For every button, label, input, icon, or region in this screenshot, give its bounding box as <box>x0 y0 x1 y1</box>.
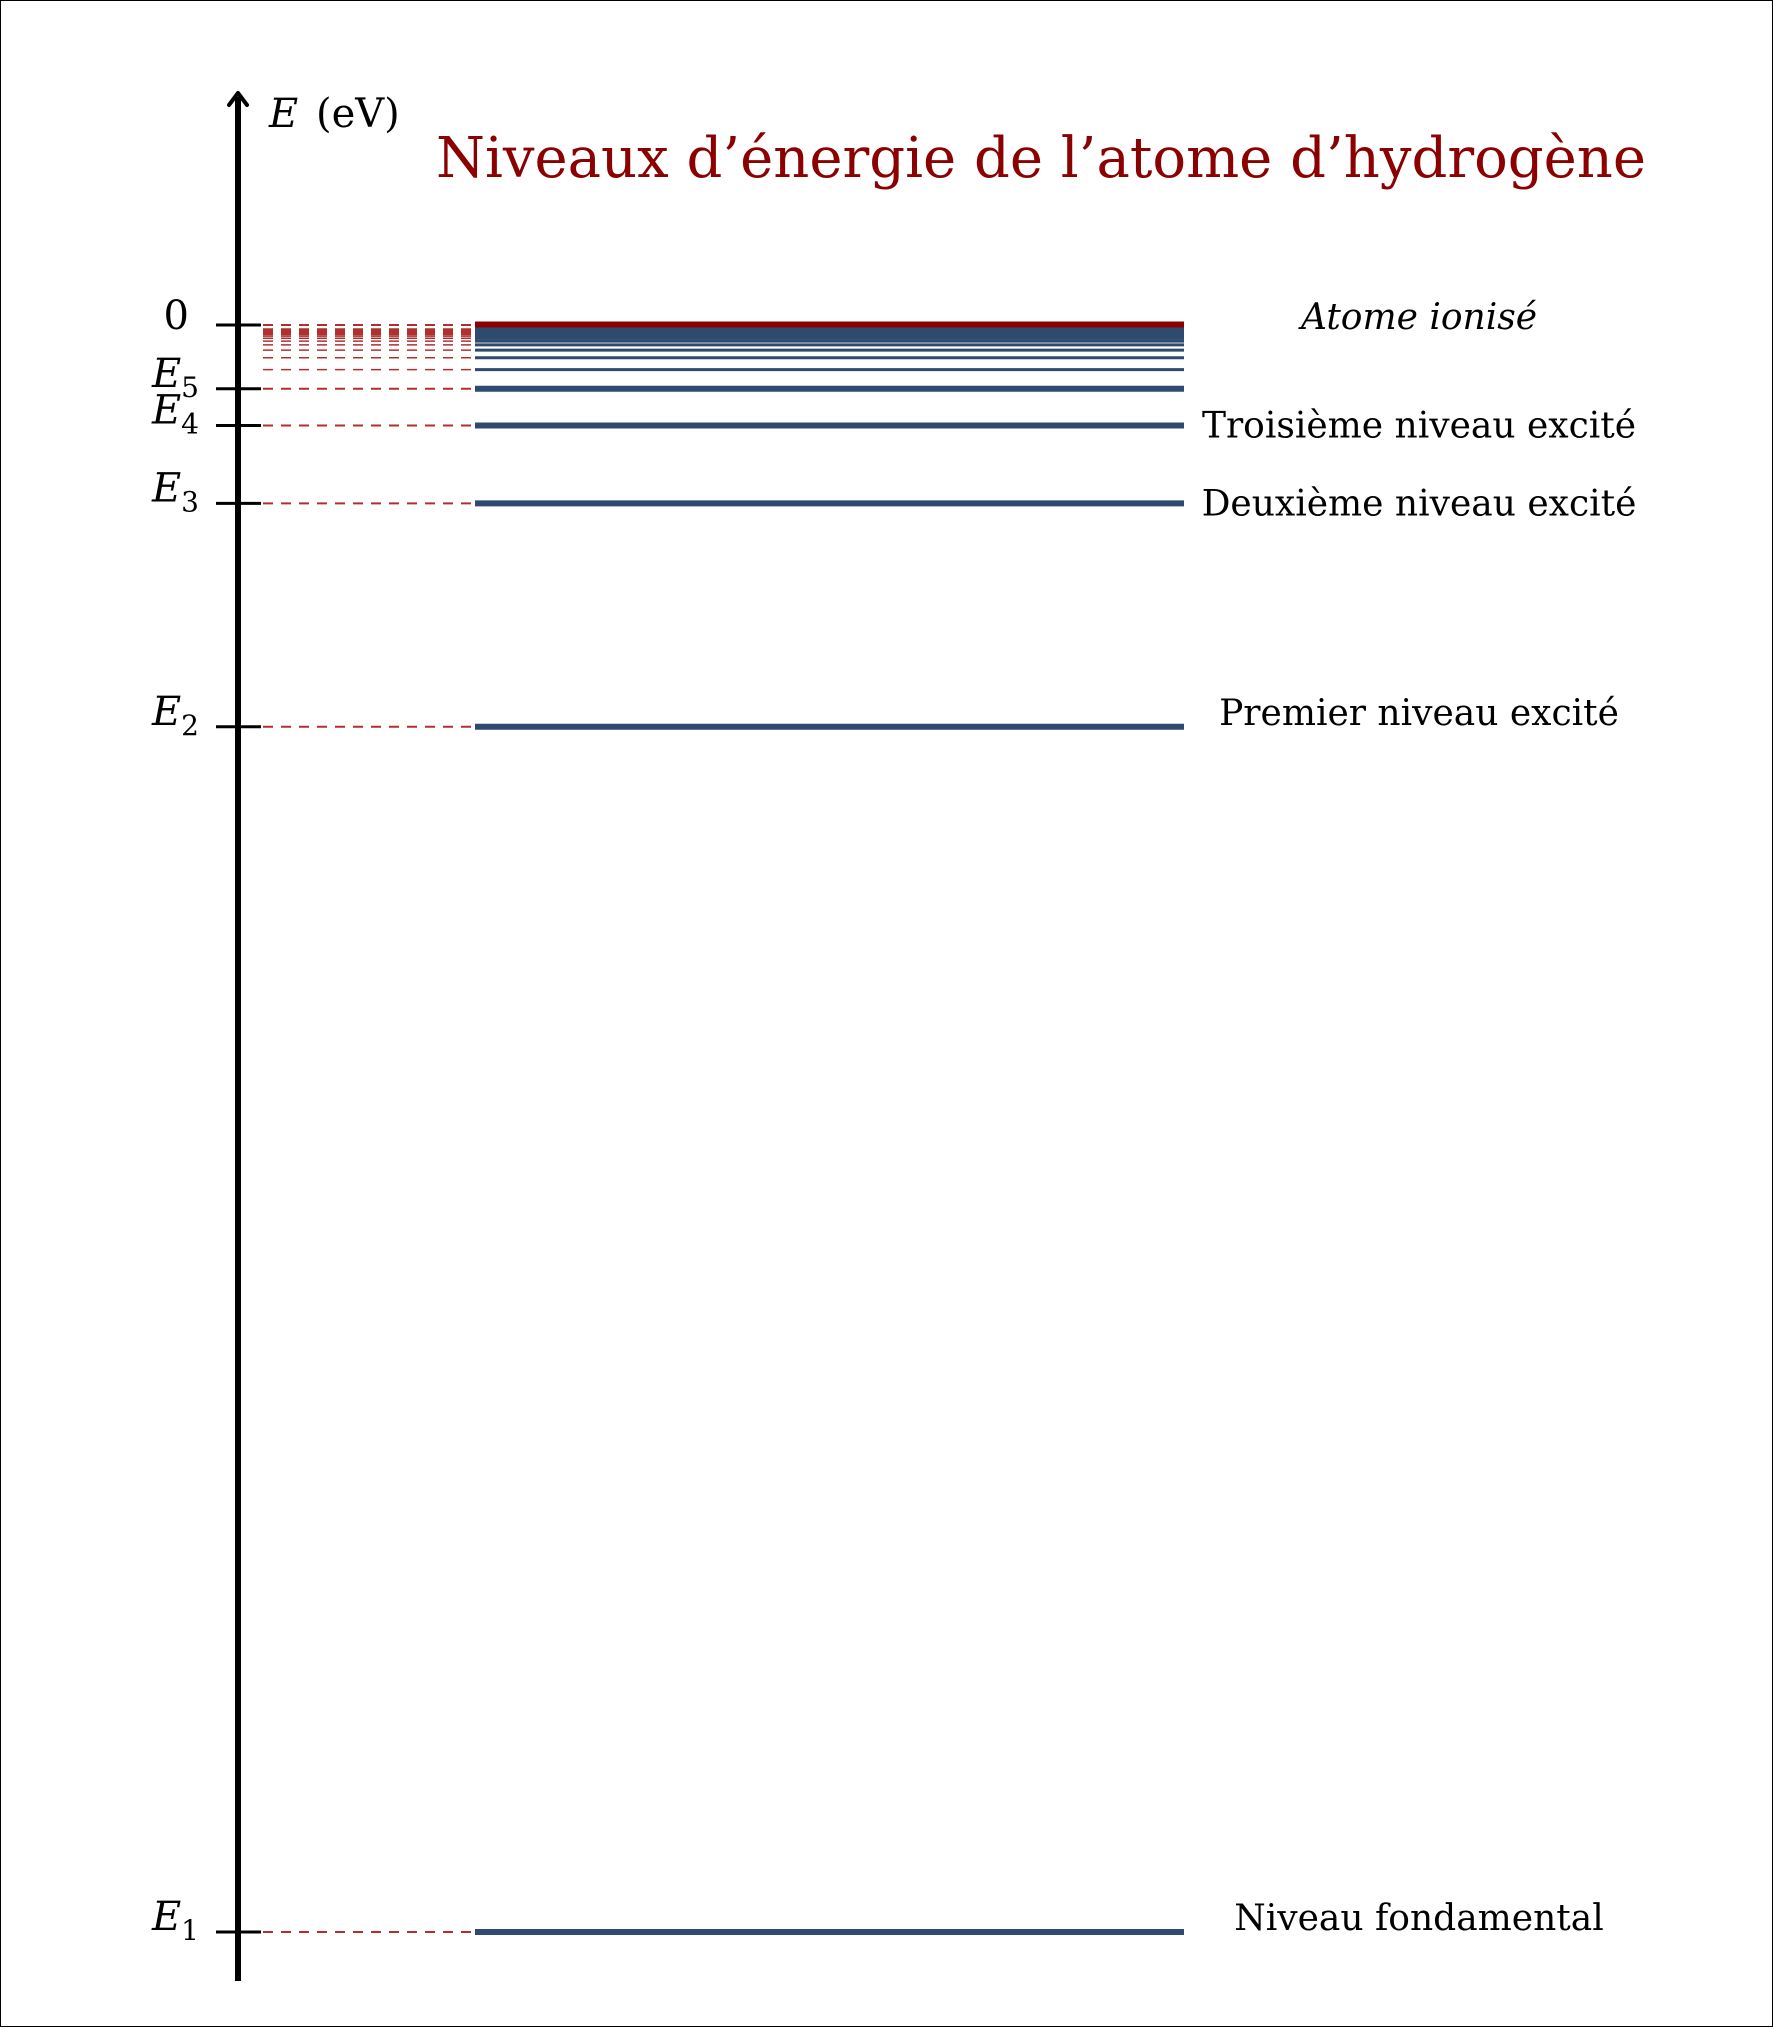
energy-level-5: E5 <box>151 351 1184 404</box>
ionisation-level: 0 Atome ionisé <box>164 293 1537 339</box>
energy-level-4: E4 Troisième niveau excité <box>151 387 1636 446</box>
zero-tick-label: 0 <box>164 293 189 339</box>
level-name: Deuxième niveau excité <box>1202 483 1637 524</box>
level-name: Troisième niveau excité <box>1202 405 1636 446</box>
level-label: E4 <box>151 387 199 440</box>
diagram-title: Niveaux d’énergie de l’atome d’hydrogène <box>436 126 1646 191</box>
level-label: E2 <box>151 689 199 742</box>
energy-axis: E (eV) <box>227 91 400 1981</box>
energy-level-2: E2 Premier niveau excité <box>151 689 1619 742</box>
level-name: Niveau fondamental <box>1234 1898 1604 1939</box>
level-label: E3 <box>151 465 199 518</box>
level-label: E1 <box>151 1894 199 1947</box>
higher-energy-levels <box>263 327 1184 372</box>
axis-unit: (eV) <box>316 91 400 137</box>
ionised-label: Atome ionisé <box>1298 297 1537 338</box>
energy-levels: E1 Niveau fondamental E2 Premier niveau exc… <box>151 351 1636 1947</box>
energy-level-1: E1 Niveau fondamental <box>151 1894 1604 1947</box>
energy-level-3: E3 Deuxième niveau excité <box>151 465 1636 524</box>
axis-symbol: E <box>268 91 298 137</box>
level-name: Premier niveau excité <box>1219 693 1619 734</box>
arrow-up-icon <box>227 91 249 107</box>
level-label: E5 <box>151 351 199 404</box>
